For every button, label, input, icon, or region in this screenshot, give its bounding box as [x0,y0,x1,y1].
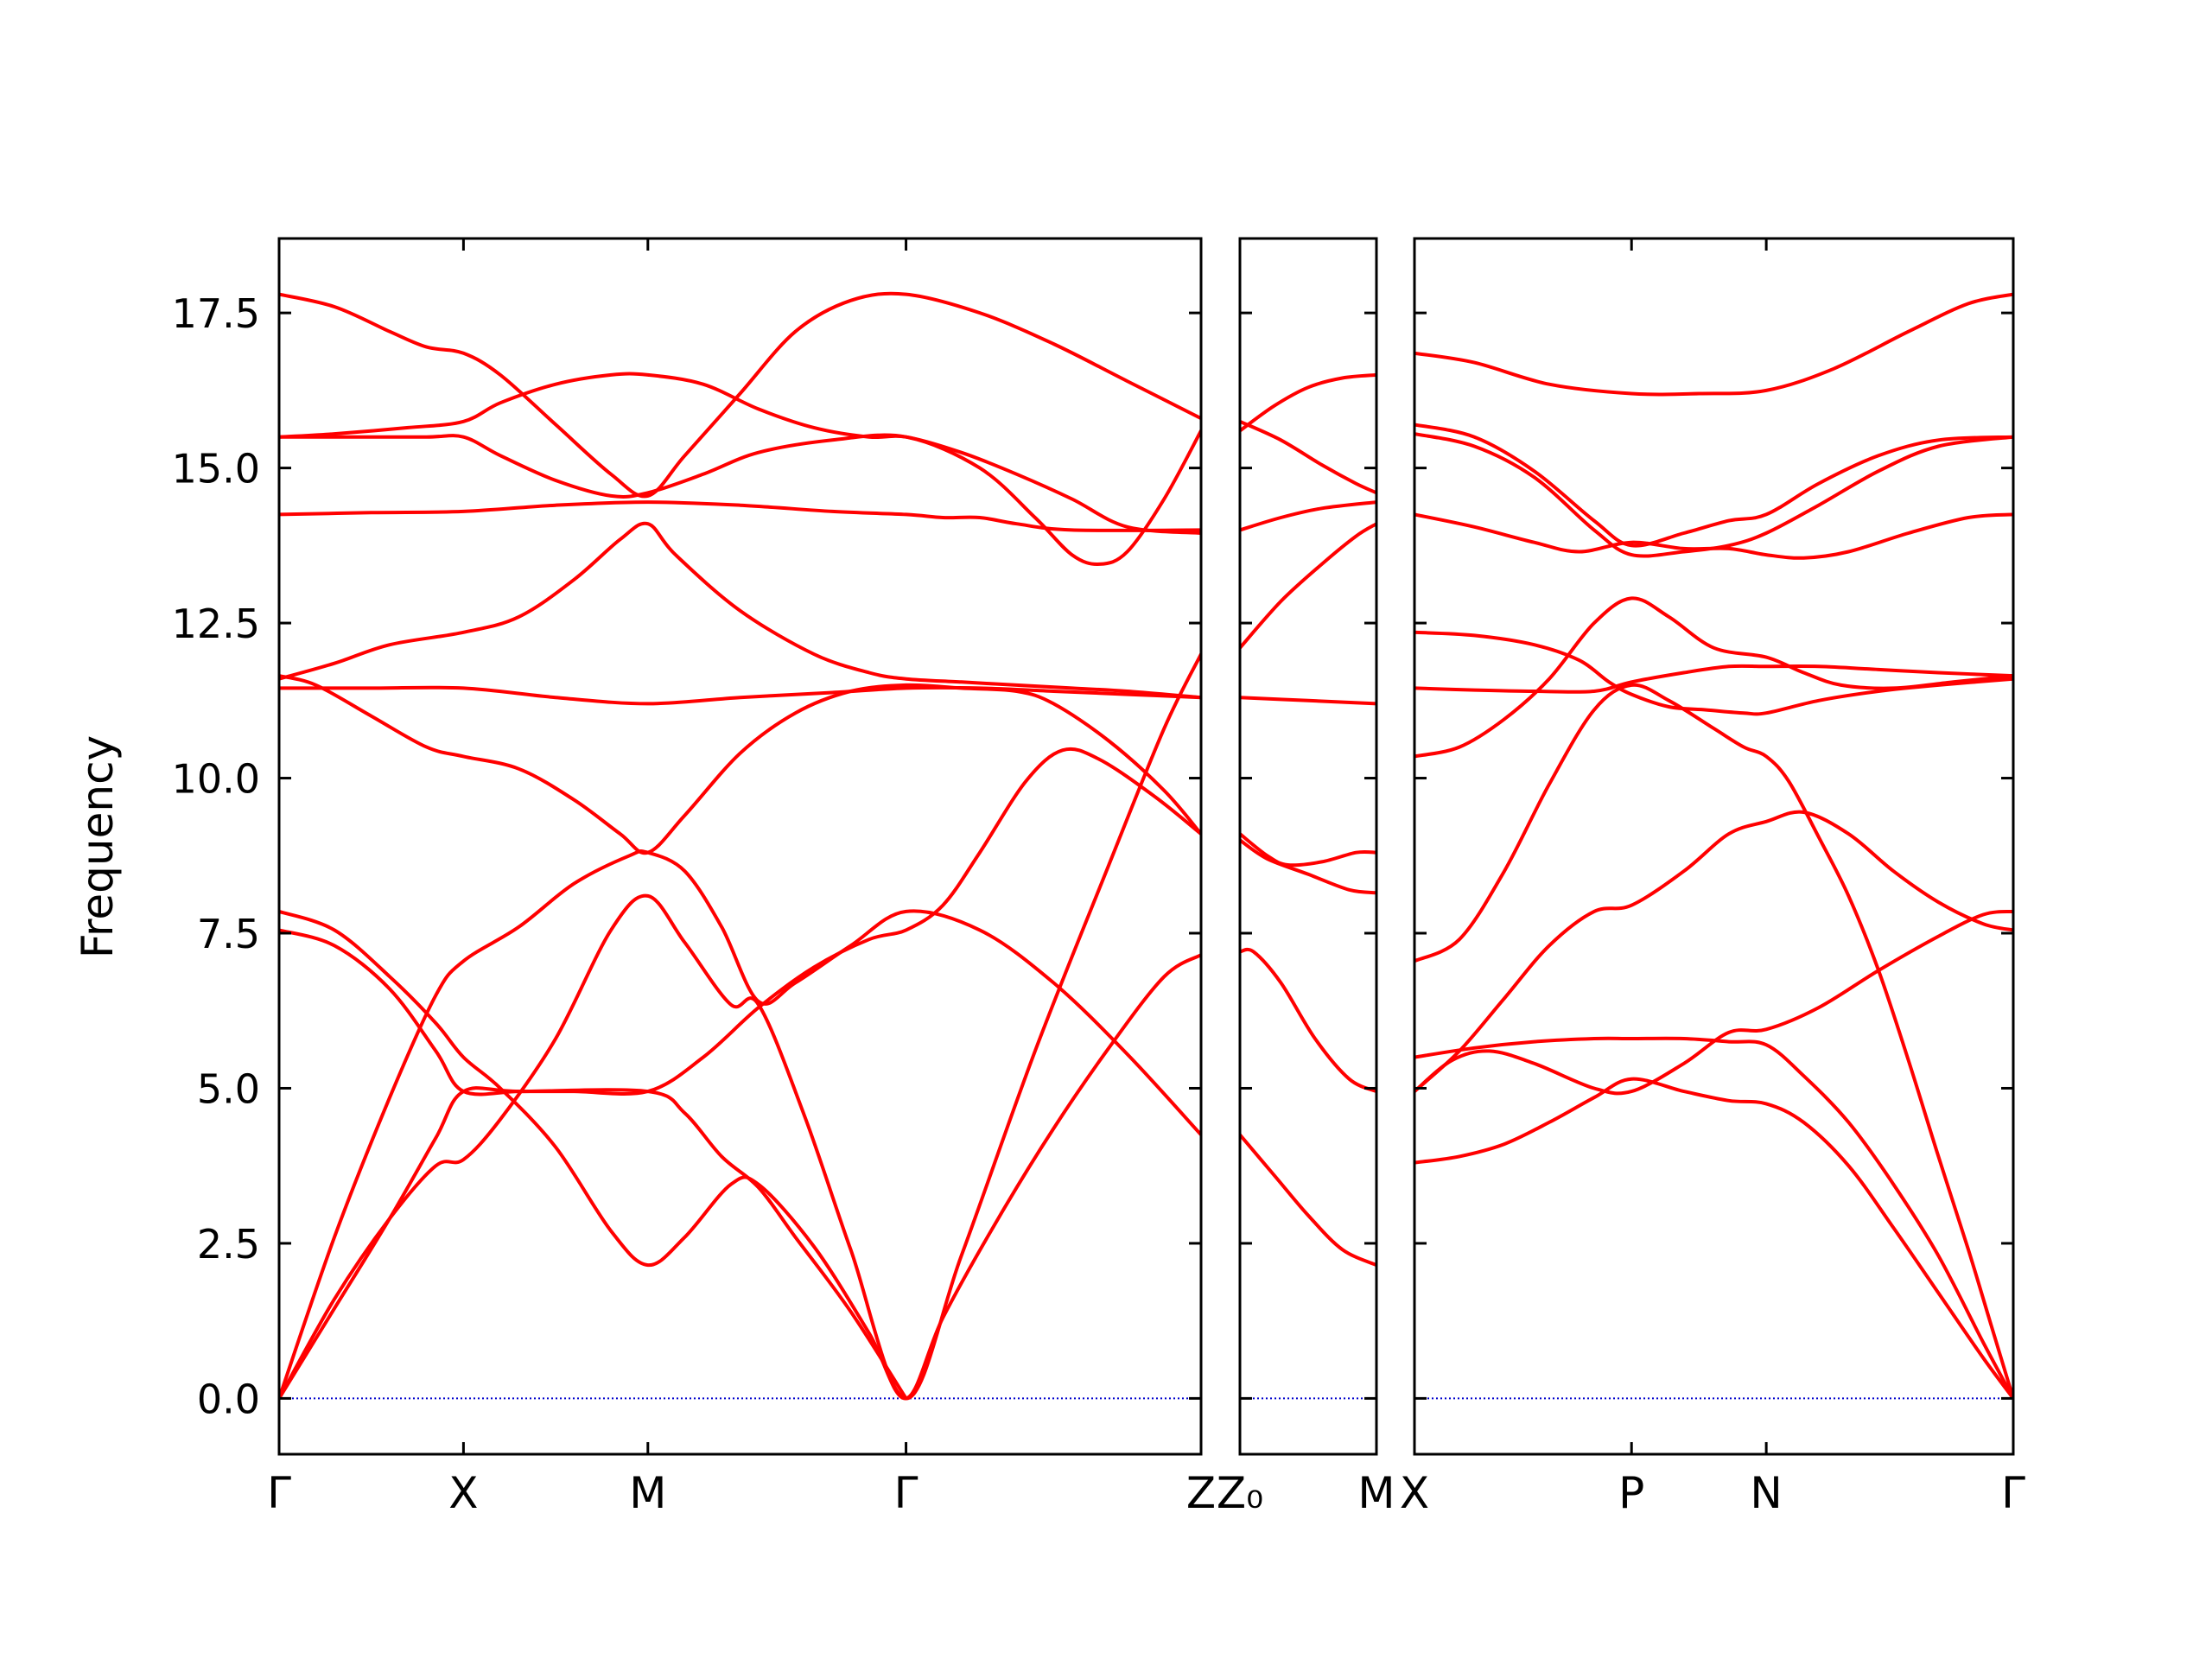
band-line-6 [1414,664,2013,694]
band-line-1 [1414,292,2013,397]
y-tick-label: 7.5 [197,911,260,957]
band-line-7 [1240,838,1376,895]
band-line-8 [1240,947,1376,1094]
panel-frame [1413,237,2015,1456]
band-line-2 [1414,423,2013,548]
x-tick-label: X [1400,1468,1429,1518]
band-line-5 [279,521,1201,700]
x-tick-label: X [448,1468,478,1518]
x-tick-label: N [1750,1468,1782,1518]
panel-frame [1238,237,1378,1456]
band-line-12 [279,1086,908,1401]
x-tick-label: Γ [2001,1468,2025,1518]
band-line-6 [279,685,1201,706]
plot-panels: 0.02.55.07.510.012.515.017.5Γ X M Γ Z Z₀ M X P N Γ [172,237,2025,1518]
x-tick-label: Z [1186,1468,1216,1518]
band-line-9 [1240,1133,1376,1268]
band-line-9 [1414,810,2013,1094]
y-tick-label: 17.5 [172,290,260,337]
band-line-5 [1240,696,1376,706]
band-line-8 [1414,683,2013,1401]
band-line-4 [1240,522,1376,650]
band-line-10 [279,849,1201,1401]
panel-frame [277,237,1203,1456]
band-line-2 [279,372,1201,535]
y-tick-label: 12.5 [172,601,260,647]
band-line-6 [1240,832,1376,868]
band-line-4 [279,500,1201,532]
x-tick-label: Z₀ [1217,1468,1263,1518]
x-tick-label: M [1357,1468,1395,1518]
x-tick-label: M [629,1468,666,1518]
band-line-11 [1414,909,2013,1096]
y-tick-label: 0.0 [197,1376,260,1422]
band-line-10 [1414,1036,2013,1401]
band-line-5 [1414,630,2013,716]
x-tick-label: Γ [267,1468,291,1518]
x-tick-label: P [1618,1468,1644,1518]
band-line-4 [1414,512,2013,560]
band-line-11 [279,652,1201,1401]
x-tick-label: Γ [894,1468,918,1518]
band-line-9 [279,747,1201,1096]
band-line-3 [279,429,1201,566]
bands [1240,372,1376,1268]
y-tick-label: 15.0 [172,446,260,493]
band-line-1 [1240,372,1376,433]
bands [279,291,1201,1401]
band-line-12 [1414,1077,2013,1401]
y-tick-label: 2.5 [197,1221,260,1268]
y-tick-label: 5.0 [197,1065,260,1112]
band-line-1 [279,291,1201,499]
panel-1: 0.0 2.5 5.0 7.5 10.0 12.5 15.0 17.5 Γ X M Γ Z [172,237,1216,1518]
band-line-7 [1414,596,2013,759]
band-line-3 [1240,500,1376,532]
y-axis-label: Frequency [73,735,123,958]
band-line-2 [1240,419,1376,495]
bands [1414,292,2013,1401]
band-line-7 [279,674,1201,855]
y-tick-label: 10.0 [172,756,260,803]
panel-2: Z₀ M [1217,237,1395,1518]
